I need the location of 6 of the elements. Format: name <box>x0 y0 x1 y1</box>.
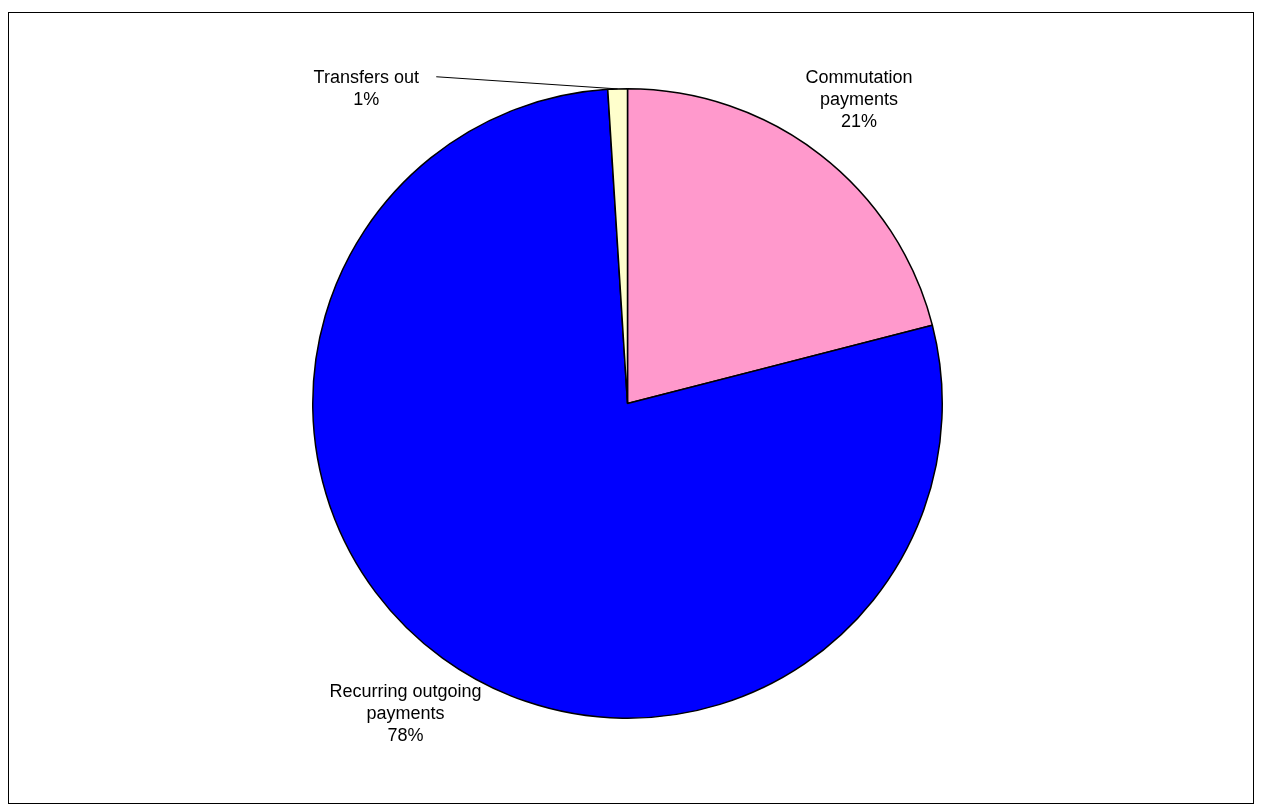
data-label: 1% <box>353 88 380 109</box>
data-label: 21% <box>840 111 878 132</box>
slice-label: Commutation payments <box>805 67 913 110</box>
slice-label: Transfers out <box>313 66 419 87</box>
slice-label: Recurring outgoing payments <box>329 681 482 724</box>
data-label: 78% <box>387 725 424 746</box>
